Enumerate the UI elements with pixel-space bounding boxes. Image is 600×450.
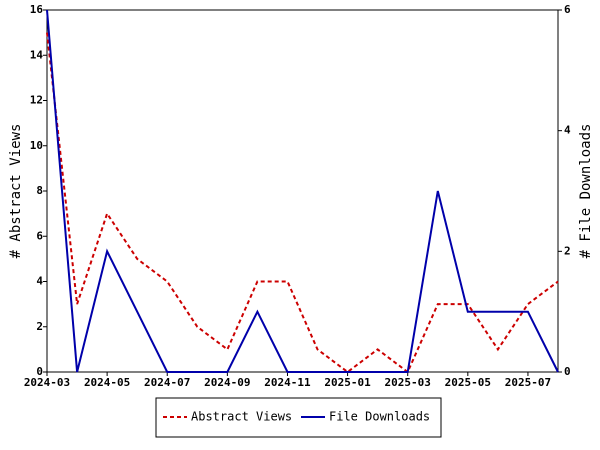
x-tick-label: 2025-07 xyxy=(505,376,551,389)
y2-axis-title: # File Downloads xyxy=(578,124,594,259)
y2-tick-label: 2 xyxy=(564,244,571,257)
x-tick-label: 2024-03 xyxy=(24,376,70,389)
y-tick-label: 0 xyxy=(36,365,43,378)
y2-tick-label: 4 xyxy=(564,124,571,137)
y2-tick-label: 6 xyxy=(564,3,571,16)
y2-tick-label: 0 xyxy=(564,365,571,378)
x-tick-label: 2024-09 xyxy=(204,376,250,389)
x-tick-label: 2024-07 xyxy=(144,376,190,389)
x-tick-label: 2025-01 xyxy=(324,376,371,389)
legend-label: Abstract Views xyxy=(191,410,292,424)
x-tick-label: 2025-05 xyxy=(445,376,491,389)
series-line xyxy=(46,32,559,374)
y-tick-label: 12 xyxy=(30,94,43,107)
x-tick-label: 2024-11 xyxy=(264,376,311,389)
y-tick-label: 14 xyxy=(30,48,44,61)
x-tick-label: 2024-05 xyxy=(84,376,130,389)
legend-label: File Downloads xyxy=(329,410,430,424)
legend-box xyxy=(155,397,442,438)
series-line xyxy=(46,9,559,373)
y-tick-label: 6 xyxy=(36,229,43,242)
x-tick-label: 2025-03 xyxy=(385,376,431,389)
y-tick-label: 10 xyxy=(30,139,43,152)
y-tick-label: 2 xyxy=(36,320,43,333)
y-tick-label: 4 xyxy=(36,275,43,288)
y-tick-label: 16 xyxy=(30,3,44,16)
y-axis-title: # Abstract Views xyxy=(8,124,24,259)
y-tick-label: 8 xyxy=(36,184,43,197)
